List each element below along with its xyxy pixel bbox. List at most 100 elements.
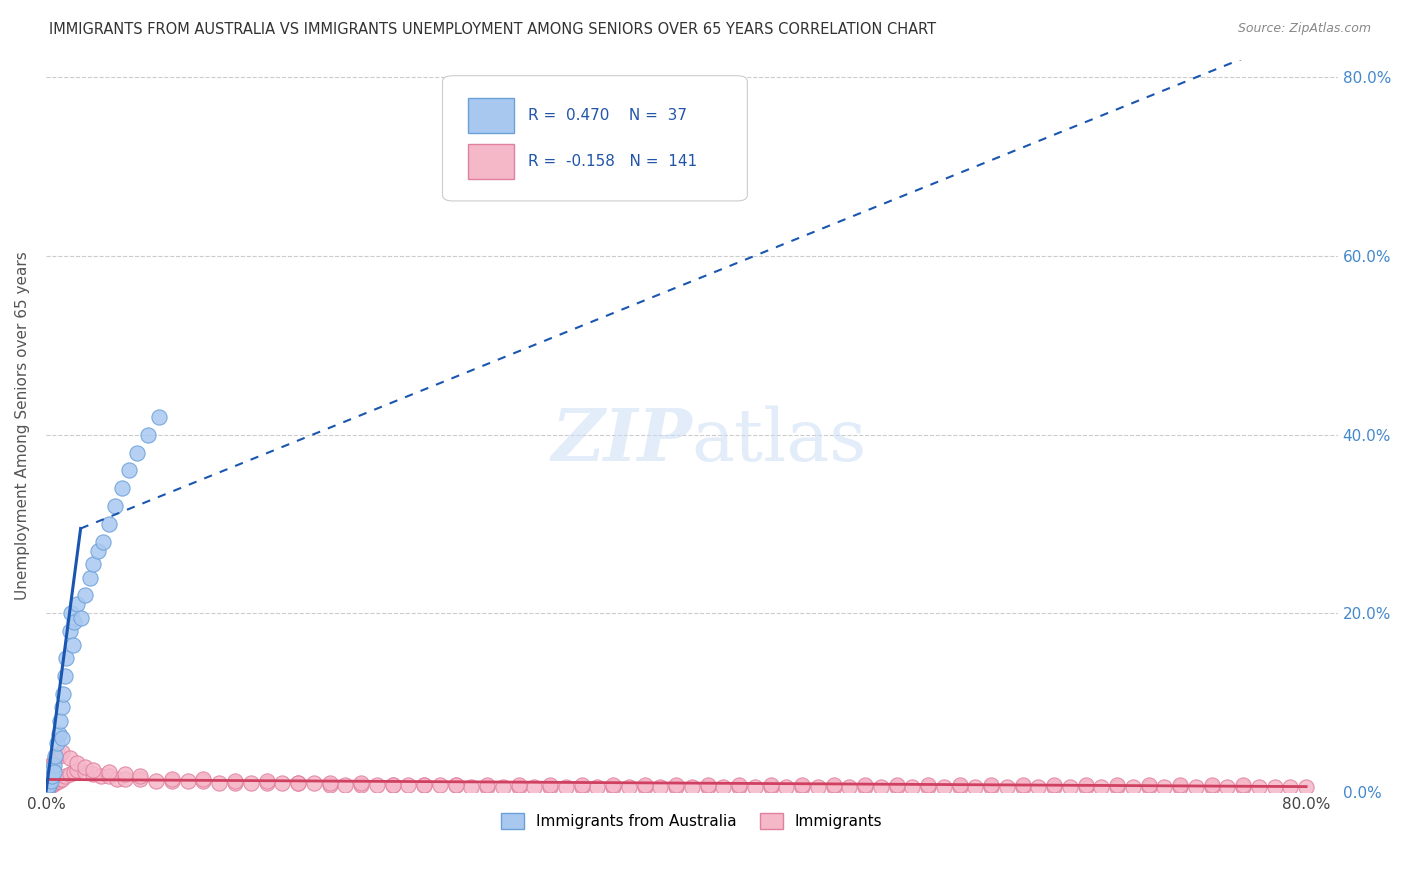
Point <box>129 772 152 786</box>
Point <box>1059 780 1081 795</box>
Point <box>39 758 62 772</box>
Point <box>118 463 141 477</box>
Point <box>63 615 86 630</box>
Point <box>114 772 136 786</box>
Point <box>492 780 515 794</box>
Point <box>82 767 104 781</box>
Point <box>66 756 89 771</box>
Point <box>775 780 797 795</box>
Point <box>853 778 876 792</box>
Point <box>1137 780 1160 795</box>
Point <box>39 767 62 781</box>
Text: R =  -0.158   N =  141: R = -0.158 N = 141 <box>527 154 697 169</box>
Point <box>1168 780 1191 795</box>
Point <box>37 776 59 790</box>
Point <box>51 745 73 759</box>
Point <box>75 765 97 780</box>
Text: R =  0.470    N =  37: R = 0.470 N = 37 <box>527 108 686 123</box>
Point <box>127 445 149 459</box>
Point <box>602 780 624 794</box>
Point <box>224 776 246 790</box>
Point <box>46 774 69 789</box>
Point <box>475 780 498 794</box>
Point <box>1279 780 1302 795</box>
Point <box>965 780 987 795</box>
Point <box>823 778 845 792</box>
Point <box>917 780 939 795</box>
Point <box>1216 780 1239 795</box>
Point <box>49 772 72 786</box>
Point <box>948 780 970 795</box>
Point <box>110 481 132 495</box>
Point <box>1201 780 1223 795</box>
Point <box>62 638 84 652</box>
Point <box>37 780 59 795</box>
Point <box>224 774 246 789</box>
Point <box>287 776 309 790</box>
Point <box>46 736 69 750</box>
Point <box>1168 778 1191 792</box>
Point <box>48 774 70 789</box>
Point <box>396 778 419 792</box>
Point <box>49 714 72 728</box>
Point <box>728 780 751 795</box>
Point <box>711 780 734 795</box>
Point <box>571 778 593 792</box>
Point <box>114 767 136 781</box>
Point <box>381 778 404 792</box>
Y-axis label: Unemployment Among Seniors over 65 years: Unemployment Among Seniors over 65 years <box>15 252 30 600</box>
Point <box>790 780 813 795</box>
Point <box>1043 780 1066 795</box>
Point <box>1153 780 1175 795</box>
Point <box>41 763 63 777</box>
Point <box>980 780 1002 795</box>
Point <box>633 780 655 795</box>
Point <box>59 751 82 765</box>
Point <box>1247 780 1270 795</box>
Point <box>1122 780 1144 795</box>
Point <box>790 778 813 792</box>
Point <box>208 776 231 790</box>
Point <box>759 778 782 792</box>
Point <box>91 534 114 549</box>
Point <box>271 776 294 790</box>
Point <box>571 780 593 794</box>
Point <box>90 769 112 783</box>
Point <box>53 669 76 683</box>
Point <box>44 749 66 764</box>
Point <box>129 769 152 783</box>
Point <box>350 778 373 792</box>
FancyBboxPatch shape <box>468 144 513 179</box>
Point <box>42 754 65 768</box>
Point <box>44 776 66 790</box>
Point <box>59 767 82 781</box>
Point <box>69 611 91 625</box>
Point <box>287 776 309 790</box>
Point <box>932 780 955 795</box>
Text: ZIP: ZIP <box>551 405 692 476</box>
Point <box>82 558 104 572</box>
Point <box>1232 778 1254 792</box>
Point <box>39 778 62 792</box>
Point <box>728 778 751 792</box>
Point <box>63 765 86 780</box>
Point <box>302 776 325 790</box>
Point <box>744 780 766 795</box>
Legend: Immigrants from Australia, Immigrants: Immigrants from Australia, Immigrants <box>495 807 889 836</box>
Point <box>318 778 340 792</box>
Point <box>1107 780 1129 795</box>
Point <box>650 780 672 795</box>
Point <box>602 778 624 792</box>
Point <box>980 778 1002 792</box>
FancyBboxPatch shape <box>443 76 748 201</box>
Point <box>104 499 127 513</box>
Point <box>239 776 262 790</box>
Point <box>41 778 63 792</box>
Point <box>538 780 561 794</box>
Point <box>853 780 876 795</box>
Point <box>838 780 860 795</box>
Point <box>38 772 60 786</box>
Point <box>193 774 215 789</box>
Point <box>98 765 121 780</box>
Point <box>538 778 561 792</box>
